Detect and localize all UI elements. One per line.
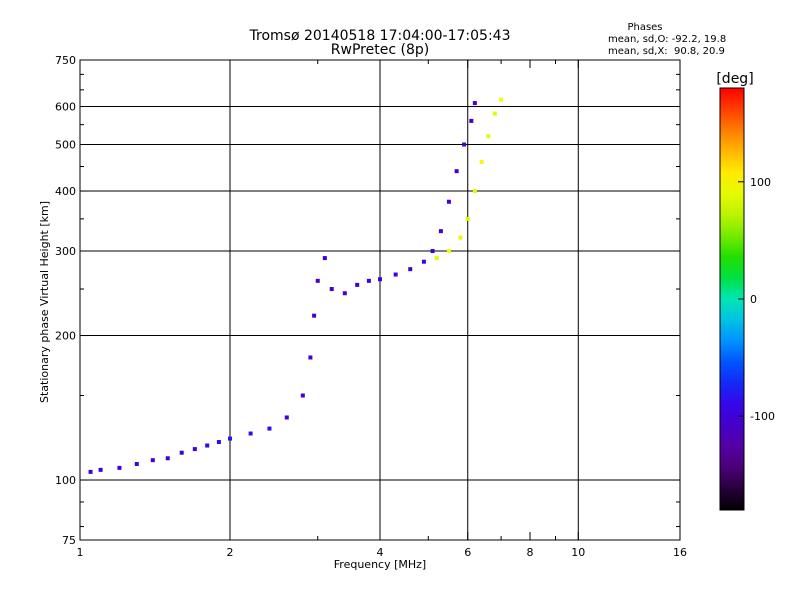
data-point bbox=[446, 249, 451, 254]
colorbar-tick-label: 100 bbox=[750, 176, 771, 189]
data-point bbox=[179, 450, 184, 455]
data-point bbox=[393, 272, 398, 277]
data-point bbox=[454, 169, 459, 174]
y-tick-label: 300 bbox=[55, 245, 76, 258]
data-point bbox=[355, 282, 360, 287]
data-point bbox=[192, 447, 197, 452]
data-point bbox=[472, 189, 477, 194]
y-tick-label: 500 bbox=[55, 139, 76, 152]
data-point bbox=[434, 256, 439, 261]
data-point bbox=[216, 440, 221, 445]
data-point bbox=[284, 415, 289, 420]
data-point bbox=[300, 393, 305, 398]
x-axis-label: Frequency [MHz] bbox=[334, 558, 426, 571]
colorbar: 100 0 -100 bbox=[719, 87, 775, 511]
data-point bbox=[88, 469, 93, 474]
data-point bbox=[342, 291, 347, 296]
colorbar-tick-label: 0 bbox=[750, 293, 757, 306]
data-point bbox=[150, 458, 155, 463]
y-tick-label: 200 bbox=[55, 330, 76, 343]
data-point bbox=[329, 287, 334, 292]
plot-area: 1 2 4 6 8 10 16 75 100 200 300 400 500 600 750 bbox=[55, 54, 687, 559]
x-tick-label: 6 bbox=[464, 546, 471, 559]
data-point bbox=[205, 443, 210, 448]
data-point bbox=[165, 456, 170, 461]
data-point bbox=[117, 465, 122, 470]
x-tick-label: 4 bbox=[377, 546, 384, 559]
stats-x-line: mean, sd,X: 90.8, 20.9 bbox=[608, 46, 725, 57]
data-point bbox=[248, 431, 253, 436]
series-x bbox=[434, 97, 504, 261]
y-tick-label: 600 bbox=[55, 101, 76, 114]
data-point bbox=[492, 111, 497, 116]
data-point bbox=[366, 278, 371, 283]
data-point bbox=[446, 199, 451, 204]
data-point bbox=[228, 436, 232, 441]
data-point bbox=[438, 229, 443, 234]
data-point bbox=[98, 467, 103, 472]
chart-title: Tromsø 20140518 17:04:00-17:05:43 bbox=[249, 28, 511, 44]
series-o bbox=[88, 101, 477, 474]
x-tick-label: 2 bbox=[227, 546, 234, 559]
stats-heading: Phases bbox=[627, 22, 662, 33]
y-tick-label: 100 bbox=[55, 474, 76, 487]
data-point bbox=[462, 142, 467, 147]
chart-subtitle: RwPretec (8p) bbox=[331, 42, 429, 58]
data-point bbox=[486, 134, 491, 139]
data-point bbox=[430, 249, 435, 254]
y-tick-label: 75 bbox=[62, 534, 76, 547]
x-tick-label: 1 bbox=[77, 546, 84, 559]
data-point bbox=[458, 235, 463, 240]
data-point bbox=[312, 313, 317, 318]
x-tick-label: 16 bbox=[673, 546, 687, 559]
data-point bbox=[472, 101, 477, 106]
colorbar-tick-label: -100 bbox=[750, 410, 775, 423]
x-tick-label: 8 bbox=[527, 546, 534, 559]
data-point bbox=[378, 277, 382, 282]
data-point bbox=[465, 216, 470, 221]
data-point bbox=[308, 355, 313, 360]
data-point bbox=[408, 267, 413, 272]
data-point bbox=[421, 259, 426, 264]
stats-o-line: mean, sd,O: -92.2, 19.8 bbox=[608, 34, 726, 45]
data-point bbox=[315, 278, 320, 283]
data-point bbox=[267, 426, 272, 431]
y-tick-label: 750 bbox=[55, 54, 76, 67]
y-axis-label: Stationary phase Virtual Height [km] bbox=[38, 201, 51, 403]
data-point bbox=[322, 256, 327, 261]
data-point bbox=[479, 159, 484, 164]
data-point bbox=[134, 461, 139, 466]
y-tick-label: 400 bbox=[55, 185, 76, 198]
data-point bbox=[499, 97, 504, 102]
colorbar-label: [deg] bbox=[716, 71, 753, 87]
x-tick-label: 10 bbox=[571, 546, 585, 559]
data-point bbox=[469, 118, 474, 123]
